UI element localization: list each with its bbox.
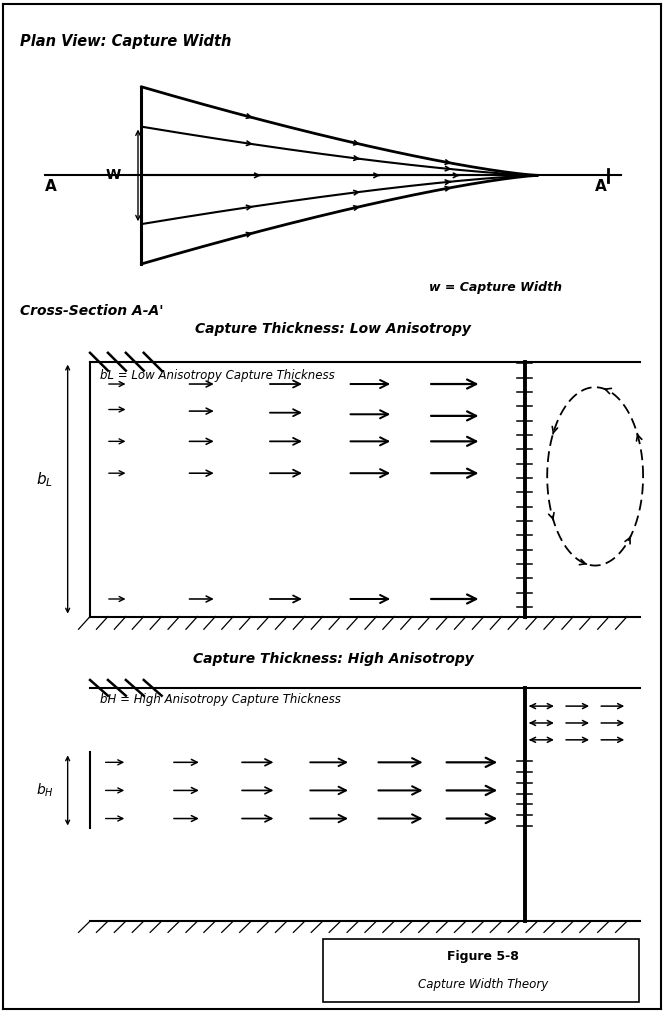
- Text: w = Capture Width: w = Capture Width: [429, 281, 562, 293]
- Text: Cross-Section A-A': Cross-Section A-A': [20, 304, 163, 318]
- Text: $b_H$: $b_H$: [36, 782, 53, 799]
- FancyBboxPatch shape: [323, 938, 639, 1002]
- Text: Plan View: Capture Width: Plan View: Capture Width: [20, 33, 231, 49]
- Text: $b_L$: $b_L$: [36, 470, 53, 489]
- Text: bH = High Anisotropy Capture Thickness: bH = High Anisotropy Capture Thickness: [100, 694, 340, 707]
- Text: A': A': [595, 179, 611, 194]
- Text: W: W: [106, 169, 121, 182]
- Text: Capture Thickness: High Anisotropy: Capture Thickness: High Anisotropy: [192, 651, 474, 665]
- Text: Figure 5-8: Figure 5-8: [447, 950, 519, 963]
- Text: Capture Width Theory: Capture Width Theory: [418, 978, 548, 991]
- Text: Capture Thickness: Low Anisotropy: Capture Thickness: Low Anisotropy: [195, 323, 471, 336]
- Text: A: A: [45, 179, 57, 194]
- Text: bL = Low Anisotropy Capture Thickness: bL = Low Anisotropy Capture Thickness: [100, 369, 334, 382]
